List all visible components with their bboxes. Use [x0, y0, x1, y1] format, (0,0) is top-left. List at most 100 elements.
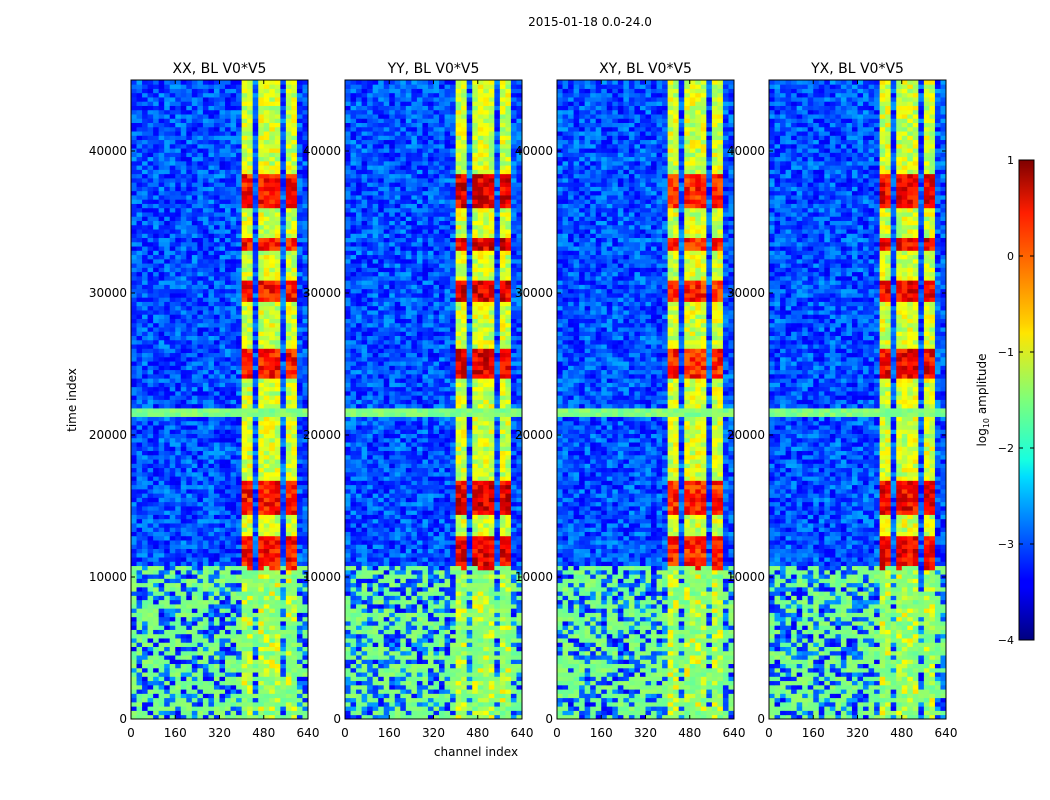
heat-cell [280, 629, 287, 635]
heat-cell [131, 310, 137, 315]
heat-cell [208, 382, 215, 388]
heat-cell [274, 386, 281, 392]
heat-cell [285, 288, 292, 294]
heat-cell [169, 667, 176, 673]
heat-cell [296, 216, 303, 221]
heat-cell [269, 352, 276, 358]
heat-cell [197, 463, 204, 469]
heat-cell [252, 122, 259, 128]
heat-cell [258, 561, 265, 567]
heat-cell [131, 114, 137, 119]
heat-cell [197, 263, 204, 268]
heat-cell [136, 165, 143, 170]
heat-cell [169, 382, 176, 388]
heat-cell [202, 331, 209, 336]
heat-cell [219, 544, 226, 549]
heat-cell [136, 386, 143, 392]
heat-cell [164, 454, 171, 460]
heat-cell [147, 612, 154, 618]
heat-cell [158, 118, 165, 123]
heat-cell [280, 672, 287, 677]
heat-cell [274, 638, 281, 643]
heat-cell [252, 420, 259, 426]
heat-cell [202, 531, 209, 537]
heat-cell [213, 148, 220, 153]
heat-cell [269, 710, 276, 716]
heat-cell [252, 361, 259, 366]
heat-cell [269, 122, 276, 128]
heat-cell [158, 352, 165, 358]
heat-cell [175, 565, 182, 571]
heat-cell [269, 629, 276, 635]
heat-cell [197, 109, 204, 115]
heat-cell [230, 540, 237, 545]
heat-cell [280, 143, 287, 149]
heat-cell [186, 305, 193, 311]
heat-cell [164, 578, 171, 584]
heat-cell [230, 493, 237, 498]
heat-cell [202, 693, 209, 699]
heat-cell [263, 241, 270, 247]
heat-cell [131, 667, 137, 673]
heat-cell [236, 663, 243, 669]
heat-cell [131, 344, 137, 349]
heat-cell [302, 574, 309, 579]
heat-cell [136, 356, 143, 362]
heat-cell [142, 348, 148, 354]
heat-cell [241, 420, 248, 426]
heat-cell [236, 305, 243, 311]
heat-cell [285, 463, 292, 469]
heat-cell [136, 275, 143, 281]
heat-cell [180, 599, 187, 605]
heat-cell [213, 109, 220, 115]
heat-cell [236, 241, 243, 247]
heat-cell [225, 344, 231, 349]
heat-cell [236, 544, 243, 549]
heat-cell [158, 548, 165, 554]
heat-cell [241, 177, 248, 183]
heat-cell [258, 348, 265, 354]
heat-cell [136, 565, 143, 571]
heat-cell [147, 339, 154, 345]
heat-cell [158, 680, 165, 686]
heat-cell [252, 344, 259, 349]
heat-cell [208, 318, 215, 324]
heat-cell [280, 195, 287, 200]
heat-cell [202, 186, 209, 192]
heat-cell [158, 676, 165, 682]
heat-cell [219, 710, 226, 716]
heat-cell [208, 697, 215, 703]
heat-cell [191, 335, 198, 341]
heat-cell [153, 442, 160, 447]
heat-cell [164, 642, 171, 647]
heat-cell [291, 126, 298, 132]
heat-cell [208, 501, 215, 507]
heat-cell [252, 608, 259, 613]
heat-cell [236, 109, 243, 115]
heat-cell [269, 207, 276, 213]
heat-cell [180, 199, 187, 204]
heat-cell [213, 386, 220, 392]
heat-cell [241, 578, 248, 584]
heat-cell [197, 672, 204, 677]
heat-cell [296, 540, 303, 545]
heat-cell [186, 531, 193, 537]
heat-cell [202, 182, 209, 187]
heat-cell [180, 544, 187, 549]
heat-cell [169, 101, 176, 106]
heat-cell [208, 173, 215, 179]
heat-cell [280, 118, 287, 123]
heat-cell [213, 459, 220, 464]
heat-cell [241, 361, 248, 366]
heat-cell [213, 165, 220, 170]
heat-cell [213, 250, 220, 256]
heat-cell [505, 701, 512, 707]
heat-cell [367, 697, 374, 703]
heat-cell [225, 135, 231, 141]
heat-cell [258, 109, 265, 115]
heat-cell [213, 195, 220, 200]
heat-cell [280, 275, 287, 281]
heat-cell [241, 135, 248, 141]
heat-cell [169, 80, 176, 85]
heat-cell [147, 241, 154, 247]
